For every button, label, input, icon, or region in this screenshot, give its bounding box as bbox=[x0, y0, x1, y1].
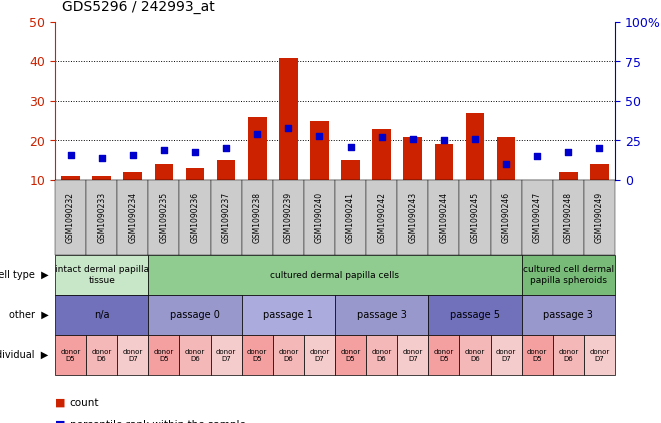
Text: GSM1090239: GSM1090239 bbox=[284, 192, 293, 243]
Text: intact dermal papilla
tissue: intact dermal papilla tissue bbox=[55, 265, 149, 285]
Point bbox=[283, 124, 293, 131]
Text: GSM1090247: GSM1090247 bbox=[533, 192, 542, 243]
Text: passage 5: passage 5 bbox=[450, 310, 500, 320]
Bar bbox=[61, 176, 80, 180]
Text: passage 3: passage 3 bbox=[357, 310, 407, 320]
Text: donor
D6: donor D6 bbox=[185, 349, 205, 362]
Bar bbox=[186, 168, 204, 180]
Point bbox=[159, 147, 169, 154]
Point bbox=[345, 143, 356, 150]
Text: other  ▶: other ▶ bbox=[9, 310, 48, 320]
Text: ■: ■ bbox=[55, 398, 65, 408]
Point bbox=[190, 148, 200, 155]
Text: donor
D6: donor D6 bbox=[278, 349, 299, 362]
Text: GSM1090245: GSM1090245 bbox=[471, 192, 479, 243]
Text: donor
D5: donor D5 bbox=[60, 349, 81, 362]
Text: passage 3: passage 3 bbox=[543, 310, 594, 320]
Text: GSM1090246: GSM1090246 bbox=[502, 192, 510, 243]
Text: GSM1090235: GSM1090235 bbox=[159, 192, 169, 243]
Bar bbox=[217, 160, 235, 180]
Bar bbox=[341, 160, 360, 180]
Bar bbox=[465, 113, 485, 180]
Text: donor
D6: donor D6 bbox=[91, 349, 112, 362]
Point bbox=[407, 135, 418, 142]
Text: n/a: n/a bbox=[94, 310, 110, 320]
Point bbox=[439, 137, 449, 144]
Text: GSM1090238: GSM1090238 bbox=[253, 192, 262, 243]
Text: GSM1090249: GSM1090249 bbox=[595, 192, 604, 243]
Text: percentile rank within the sample: percentile rank within the sample bbox=[69, 420, 245, 423]
Text: donor
D6: donor D6 bbox=[558, 349, 578, 362]
Point bbox=[252, 131, 262, 137]
Text: donor
D7: donor D7 bbox=[216, 349, 236, 362]
Text: GSM1090242: GSM1090242 bbox=[377, 192, 386, 243]
Bar bbox=[248, 117, 266, 180]
Bar bbox=[124, 172, 142, 180]
Text: donor
D7: donor D7 bbox=[309, 349, 330, 362]
Text: cultured dermal papilla cells: cultured dermal papilla cells bbox=[270, 270, 399, 280]
Text: GSM1090234: GSM1090234 bbox=[128, 192, 137, 243]
Point bbox=[128, 151, 138, 158]
Point bbox=[501, 161, 512, 168]
Point bbox=[594, 145, 605, 152]
Text: donor
D7: donor D7 bbox=[123, 349, 143, 362]
Point bbox=[470, 135, 481, 142]
Bar bbox=[434, 144, 453, 180]
Bar bbox=[372, 129, 391, 180]
Text: cultured cell dermal
papilla spheroids: cultured cell dermal papilla spheroids bbox=[523, 265, 614, 285]
Point bbox=[314, 132, 325, 139]
Bar bbox=[403, 137, 422, 180]
Text: cell type  ▶: cell type ▶ bbox=[0, 270, 48, 280]
Text: GSM1090244: GSM1090244 bbox=[440, 192, 448, 243]
Text: GSM1090233: GSM1090233 bbox=[97, 192, 106, 243]
Text: donor
D5: donor D5 bbox=[340, 349, 361, 362]
Text: passage 0: passage 0 bbox=[170, 310, 220, 320]
Text: donor
D5: donor D5 bbox=[247, 349, 267, 362]
Bar bbox=[497, 137, 516, 180]
Text: GSM1090232: GSM1090232 bbox=[66, 192, 75, 243]
Point bbox=[97, 154, 107, 161]
Text: count: count bbox=[69, 398, 99, 408]
Text: GSM1090241: GSM1090241 bbox=[346, 192, 355, 243]
Text: individual  ▶: individual ▶ bbox=[0, 350, 48, 360]
Text: donor
D5: donor D5 bbox=[527, 349, 547, 362]
Text: GDS5296 / 242993_at: GDS5296 / 242993_at bbox=[61, 0, 214, 14]
Point bbox=[65, 151, 76, 158]
Text: GSM1090236: GSM1090236 bbox=[190, 192, 200, 243]
Text: GSM1090248: GSM1090248 bbox=[564, 192, 573, 243]
Text: GSM1090243: GSM1090243 bbox=[408, 192, 417, 243]
Bar bbox=[590, 164, 609, 180]
Text: donor
D7: donor D7 bbox=[496, 349, 516, 362]
Bar bbox=[559, 172, 578, 180]
Text: donor
D5: donor D5 bbox=[434, 349, 454, 362]
Bar bbox=[155, 164, 173, 180]
Text: GSM1090237: GSM1090237 bbox=[221, 192, 231, 243]
Point bbox=[376, 134, 387, 141]
Text: donor
D7: donor D7 bbox=[403, 349, 423, 362]
Text: donor
D6: donor D6 bbox=[371, 349, 392, 362]
Bar bbox=[279, 58, 297, 180]
Point bbox=[532, 153, 543, 160]
Text: donor
D7: donor D7 bbox=[590, 349, 609, 362]
Text: GSM1090240: GSM1090240 bbox=[315, 192, 324, 243]
Text: donor
D6: donor D6 bbox=[465, 349, 485, 362]
Text: passage 1: passage 1 bbox=[263, 310, 313, 320]
Bar bbox=[310, 121, 329, 180]
Point bbox=[221, 145, 231, 152]
Text: donor
D5: donor D5 bbox=[154, 349, 174, 362]
Point bbox=[563, 148, 574, 155]
Bar bbox=[93, 176, 111, 180]
Text: ■: ■ bbox=[55, 420, 65, 423]
